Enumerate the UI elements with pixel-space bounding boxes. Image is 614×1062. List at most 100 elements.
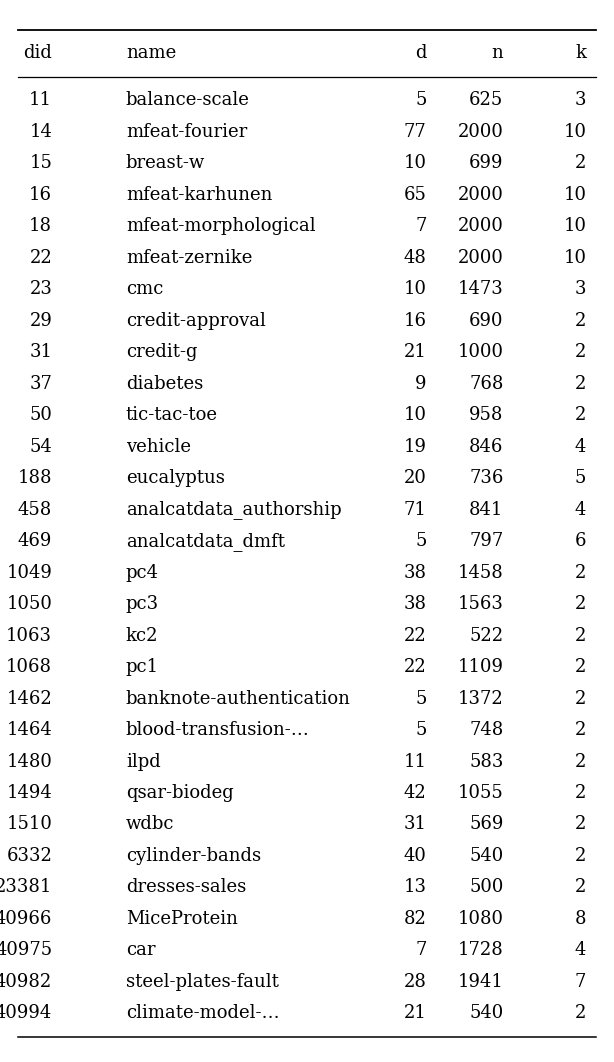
Text: 11: 11 [29, 91, 52, 109]
Text: k: k [575, 45, 586, 63]
Text: pc4: pc4 [126, 564, 159, 582]
Text: 38: 38 [404, 595, 427, 613]
Text: qsar-biodeg: qsar-biodeg [126, 784, 233, 802]
Text: 42: 42 [404, 784, 427, 802]
Text: wdbc: wdbc [126, 816, 174, 834]
Text: 10: 10 [564, 218, 586, 236]
Text: 16: 16 [29, 186, 52, 204]
Text: name: name [126, 45, 176, 63]
Text: 841: 841 [469, 500, 503, 518]
Text: 736: 736 [469, 469, 503, 487]
Text: 5: 5 [415, 91, 427, 109]
Text: blood-transfusion-…: blood-transfusion-… [126, 721, 309, 739]
Text: 6332: 6332 [6, 847, 52, 864]
Text: 28: 28 [404, 973, 427, 991]
Text: cmc: cmc [126, 280, 163, 298]
Text: 82: 82 [404, 910, 427, 928]
Text: 10: 10 [564, 186, 586, 204]
Text: 2: 2 [575, 312, 586, 329]
Text: 22: 22 [404, 658, 427, 676]
Text: 1000: 1000 [457, 343, 503, 361]
Text: breast-w: breast-w [126, 154, 205, 172]
Text: 10: 10 [564, 249, 586, 267]
Text: 2: 2 [575, 406, 586, 424]
Text: 1063: 1063 [6, 627, 52, 645]
Text: mfeat-fourier: mfeat-fourier [126, 123, 247, 141]
Text: 65: 65 [404, 186, 427, 204]
Text: 37: 37 [29, 375, 52, 393]
Text: 1068: 1068 [6, 658, 52, 676]
Text: 16: 16 [404, 312, 427, 329]
Text: 77: 77 [404, 123, 427, 141]
Text: 20: 20 [404, 469, 427, 487]
Text: 699: 699 [469, 154, 503, 172]
Text: kc2: kc2 [126, 627, 158, 645]
Text: mfeat-zernike: mfeat-zernike [126, 249, 252, 267]
Text: 2000: 2000 [457, 218, 503, 236]
Text: 569: 569 [469, 816, 503, 834]
Text: 768: 768 [469, 375, 503, 393]
Text: 5: 5 [415, 689, 427, 707]
Text: 1464: 1464 [6, 721, 52, 739]
Text: 846: 846 [469, 438, 503, 456]
Text: dresses-sales: dresses-sales [126, 878, 246, 896]
Text: 2: 2 [575, 847, 586, 864]
Text: 2000: 2000 [457, 186, 503, 204]
Text: diabetes: diabetes [126, 375, 203, 393]
Text: 469: 469 [18, 532, 52, 550]
Text: 1494: 1494 [6, 784, 52, 802]
Text: 50: 50 [29, 406, 52, 424]
Text: 8: 8 [575, 910, 586, 928]
Text: 21: 21 [404, 1005, 427, 1023]
Text: 1049: 1049 [6, 564, 52, 582]
Text: 1372: 1372 [457, 689, 503, 707]
Text: 625: 625 [469, 91, 503, 109]
Text: 2: 2 [575, 658, 586, 676]
Text: balance-scale: balance-scale [126, 91, 250, 109]
Text: 4: 4 [575, 438, 586, 456]
Text: climate-model-…: climate-model-… [126, 1005, 279, 1023]
Text: 10: 10 [404, 406, 427, 424]
Text: 2: 2 [575, 878, 586, 896]
Text: 540: 540 [469, 1005, 503, 1023]
Text: 71: 71 [404, 500, 427, 518]
Text: 1563: 1563 [457, 595, 503, 613]
Text: steel-plates-fault: steel-plates-fault [126, 973, 279, 991]
Text: 2: 2 [575, 1005, 586, 1023]
Text: 4: 4 [575, 500, 586, 518]
Text: 1473: 1473 [457, 280, 503, 298]
Text: d: d [415, 45, 427, 63]
Text: analcatdata_authorship: analcatdata_authorship [126, 500, 341, 519]
Text: eucalyptus: eucalyptus [126, 469, 225, 487]
Text: 2: 2 [575, 627, 586, 645]
Text: credit-approval: credit-approval [126, 312, 266, 329]
Text: 40: 40 [404, 847, 427, 864]
Text: car: car [126, 941, 155, 959]
Text: MiceProtein: MiceProtein [126, 910, 238, 928]
Text: pc3: pc3 [126, 595, 159, 613]
Text: 1050: 1050 [6, 595, 52, 613]
Text: 1480: 1480 [6, 753, 52, 771]
Text: 958: 958 [469, 406, 503, 424]
Text: 23: 23 [29, 280, 52, 298]
Text: 797: 797 [469, 532, 503, 550]
Text: 3: 3 [575, 91, 586, 109]
Text: 40975: 40975 [0, 941, 52, 959]
Text: 9: 9 [415, 375, 427, 393]
Text: 2: 2 [575, 564, 586, 582]
Text: 1109: 1109 [457, 658, 503, 676]
Text: 15: 15 [29, 154, 52, 172]
Text: 31: 31 [29, 343, 52, 361]
Text: credit-g: credit-g [126, 343, 197, 361]
Text: 2: 2 [575, 595, 586, 613]
Text: 1458: 1458 [457, 564, 503, 582]
Text: 5: 5 [575, 469, 586, 487]
Text: 458: 458 [18, 500, 52, 518]
Text: 22: 22 [29, 249, 52, 267]
Text: 2: 2 [575, 375, 586, 393]
Text: 2: 2 [575, 784, 586, 802]
Text: 40994: 40994 [0, 1005, 52, 1023]
Text: 2: 2 [575, 343, 586, 361]
Text: did: did [23, 45, 52, 63]
Text: 13: 13 [404, 878, 427, 896]
